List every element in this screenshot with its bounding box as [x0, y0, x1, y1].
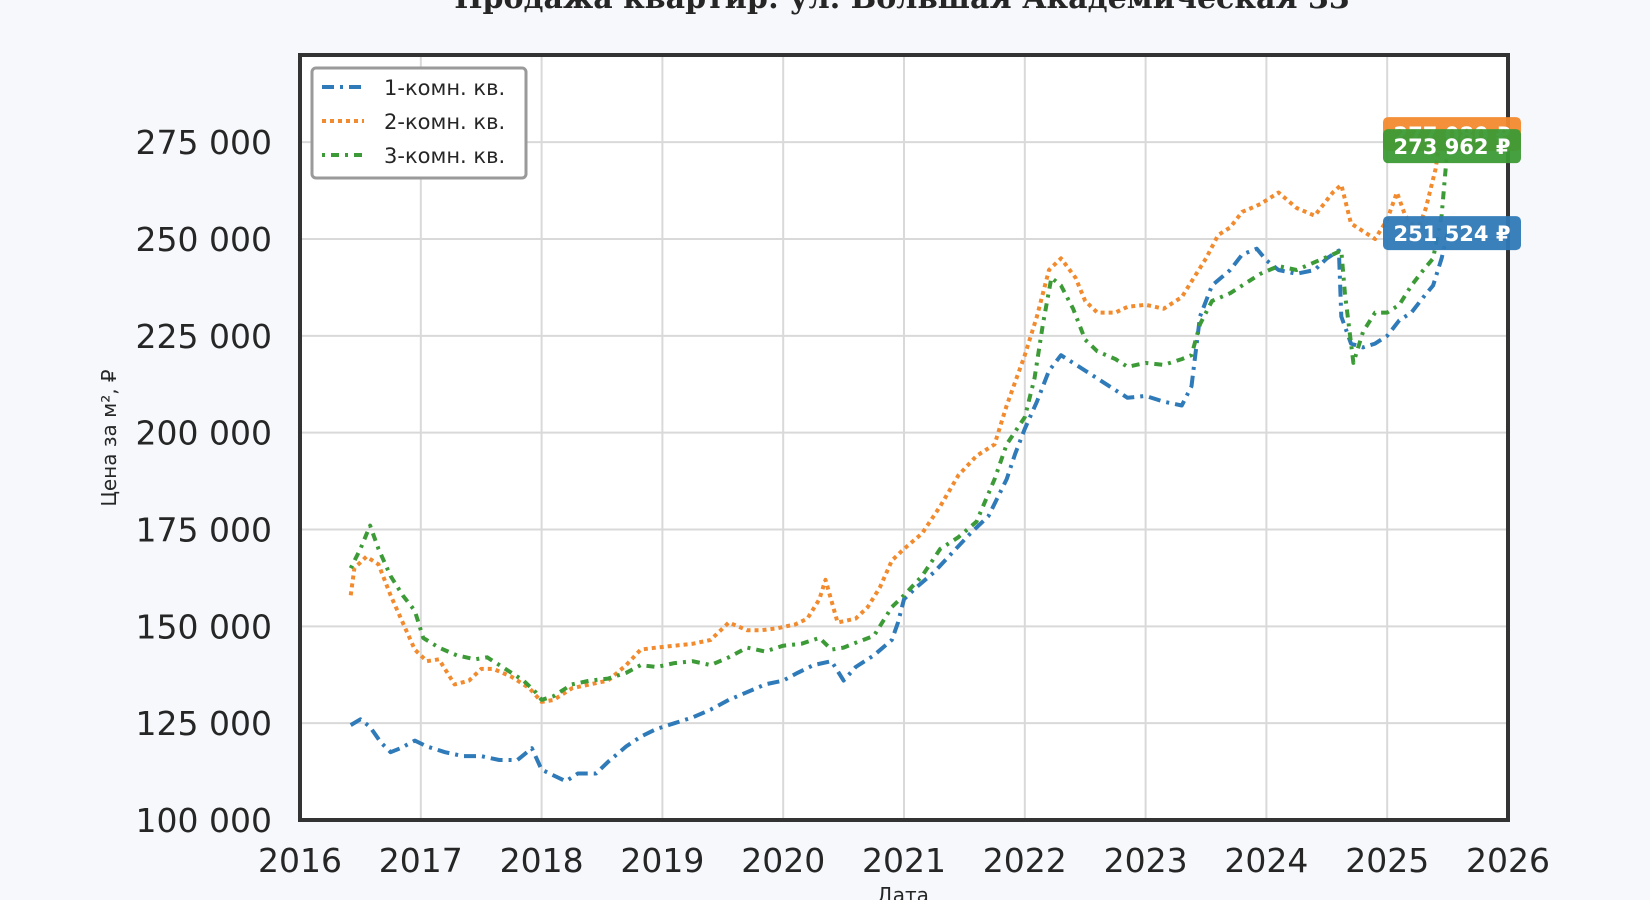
x-tick-label: 2018 [500, 841, 584, 880]
x-tick-label: 2016 [258, 841, 342, 880]
legend: 1-комн. кв. 2-комн. кв. 3-комн. кв. [310, 66, 528, 180]
x-tick-label: 2017 [379, 841, 463, 880]
x-tick-label: 2022 [983, 841, 1067, 880]
y-tick-label: 150 000 [136, 607, 272, 646]
y-tick-label: 100 000 [136, 801, 272, 840]
value-badge-box [1383, 129, 1521, 164]
legend-label-3: 3-комн. кв. [384, 144, 505, 168]
x-tick-label: 2019 [620, 841, 704, 880]
legend-box [310, 66, 528, 180]
y-tick-label: 225 000 [136, 317, 272, 356]
y-tick-label: 175 000 [136, 510, 272, 549]
y-tick-label: 125 000 [136, 704, 272, 743]
chart-title: Продажа квартир: ул. Большая Академическ… [454, 0, 1350, 16]
x-tick-label: 2025 [1345, 841, 1429, 880]
legend-label-1: 1-комн. кв. [384, 76, 505, 100]
y-tick-label: 200 000 [136, 414, 272, 453]
series-line-3 [348, 146, 1450, 702]
y-tick-label: 275 000 [136, 123, 272, 162]
value-badge-label: 251 524 ₽ [1394, 222, 1511, 246]
value-badge-3: 273 962 ₽ [1383, 129, 1521, 164]
x-tick-label: 2020 [741, 841, 825, 880]
y-axis-title: Цена за м², ₽ [97, 369, 121, 507]
y-tick-label: 250 000 [136, 220, 272, 259]
value-badge-label: 273 962 ₽ [1394, 135, 1511, 159]
x-tick-label: 2023 [1104, 841, 1188, 880]
x-tick-label: 2021 [862, 841, 946, 880]
x-tick-label: 2026 [1466, 841, 1550, 880]
plot-frame [298, 53, 1510, 822]
legend-label-2: 2-комн. кв. [384, 110, 505, 134]
value-badge-box [1383, 216, 1521, 251]
value-badge-1: 251 524 ₽ [1383, 216, 1521, 251]
x-axis-title: Дата [877, 883, 929, 900]
series-line-1 [349, 232, 1450, 784]
series-line-2 [348, 128, 1449, 704]
x-tick-label: 2024 [1224, 841, 1308, 880]
